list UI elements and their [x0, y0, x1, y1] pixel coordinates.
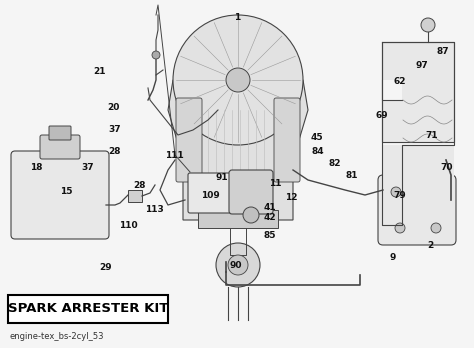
FancyBboxPatch shape: [40, 135, 80, 159]
Circle shape: [395, 223, 405, 233]
Bar: [198, 210, 278, 228]
Text: 69: 69: [376, 111, 388, 120]
FancyBboxPatch shape: [382, 42, 454, 142]
Text: 62: 62: [394, 78, 406, 87]
Text: 1: 1: [234, 14, 240, 23]
Text: 37: 37: [82, 164, 94, 173]
Bar: [382, 80, 402, 100]
Polygon shape: [168, 80, 308, 220]
Text: 90: 90: [230, 261, 242, 270]
Text: 79: 79: [393, 190, 406, 199]
Text: 28: 28: [134, 181, 146, 190]
FancyBboxPatch shape: [382, 145, 454, 225]
Text: 97: 97: [416, 61, 428, 70]
Text: 84: 84: [312, 148, 324, 157]
Text: 15: 15: [60, 187, 72, 196]
Text: 87: 87: [437, 47, 449, 56]
Text: 113: 113: [145, 206, 164, 214]
Bar: [8, 295, 168, 323]
Circle shape: [228, 255, 248, 275]
FancyBboxPatch shape: [11, 151, 109, 239]
Circle shape: [216, 243, 260, 287]
Text: 81: 81: [346, 171, 358, 180]
Text: 21: 21: [94, 68, 106, 77]
Text: 82: 82: [329, 158, 341, 167]
Text: 45: 45: [310, 134, 323, 142]
Text: 111: 111: [164, 150, 183, 159]
Circle shape: [243, 207, 259, 223]
Text: engine-tex_bs-2cyl_53: engine-tex_bs-2cyl_53: [10, 332, 104, 341]
Text: 29: 29: [100, 263, 112, 272]
Bar: [128, 190, 142, 202]
Text: 109: 109: [201, 191, 219, 200]
FancyBboxPatch shape: [229, 170, 273, 214]
Circle shape: [421, 18, 435, 32]
Text: 28: 28: [109, 148, 121, 157]
Text: SPARK ARRESTER KIT: SPARK ARRESTER KIT: [8, 302, 168, 316]
FancyBboxPatch shape: [274, 98, 300, 182]
Text: 110: 110: [118, 221, 137, 229]
Text: 12: 12: [285, 192, 297, 201]
FancyBboxPatch shape: [176, 98, 202, 182]
Text: 71: 71: [426, 132, 438, 141]
Text: 9: 9: [390, 253, 396, 262]
Text: 2: 2: [427, 240, 433, 250]
Circle shape: [152, 51, 160, 59]
Text: 41: 41: [264, 203, 276, 212]
Text: 11: 11: [269, 179, 281, 188]
Text: 37: 37: [109, 126, 121, 134]
Circle shape: [391, 187, 401, 197]
Circle shape: [226, 68, 250, 92]
Text: 42: 42: [264, 214, 276, 222]
FancyBboxPatch shape: [378, 175, 456, 245]
Text: 18: 18: [30, 164, 42, 173]
FancyBboxPatch shape: [188, 173, 234, 213]
Text: 20: 20: [107, 103, 119, 112]
Circle shape: [431, 223, 441, 233]
Text: 85: 85: [264, 230, 276, 239]
Text: 91: 91: [216, 173, 228, 182]
Text: 70: 70: [441, 164, 453, 173]
Circle shape: [173, 15, 303, 145]
FancyBboxPatch shape: [49, 126, 71, 140]
